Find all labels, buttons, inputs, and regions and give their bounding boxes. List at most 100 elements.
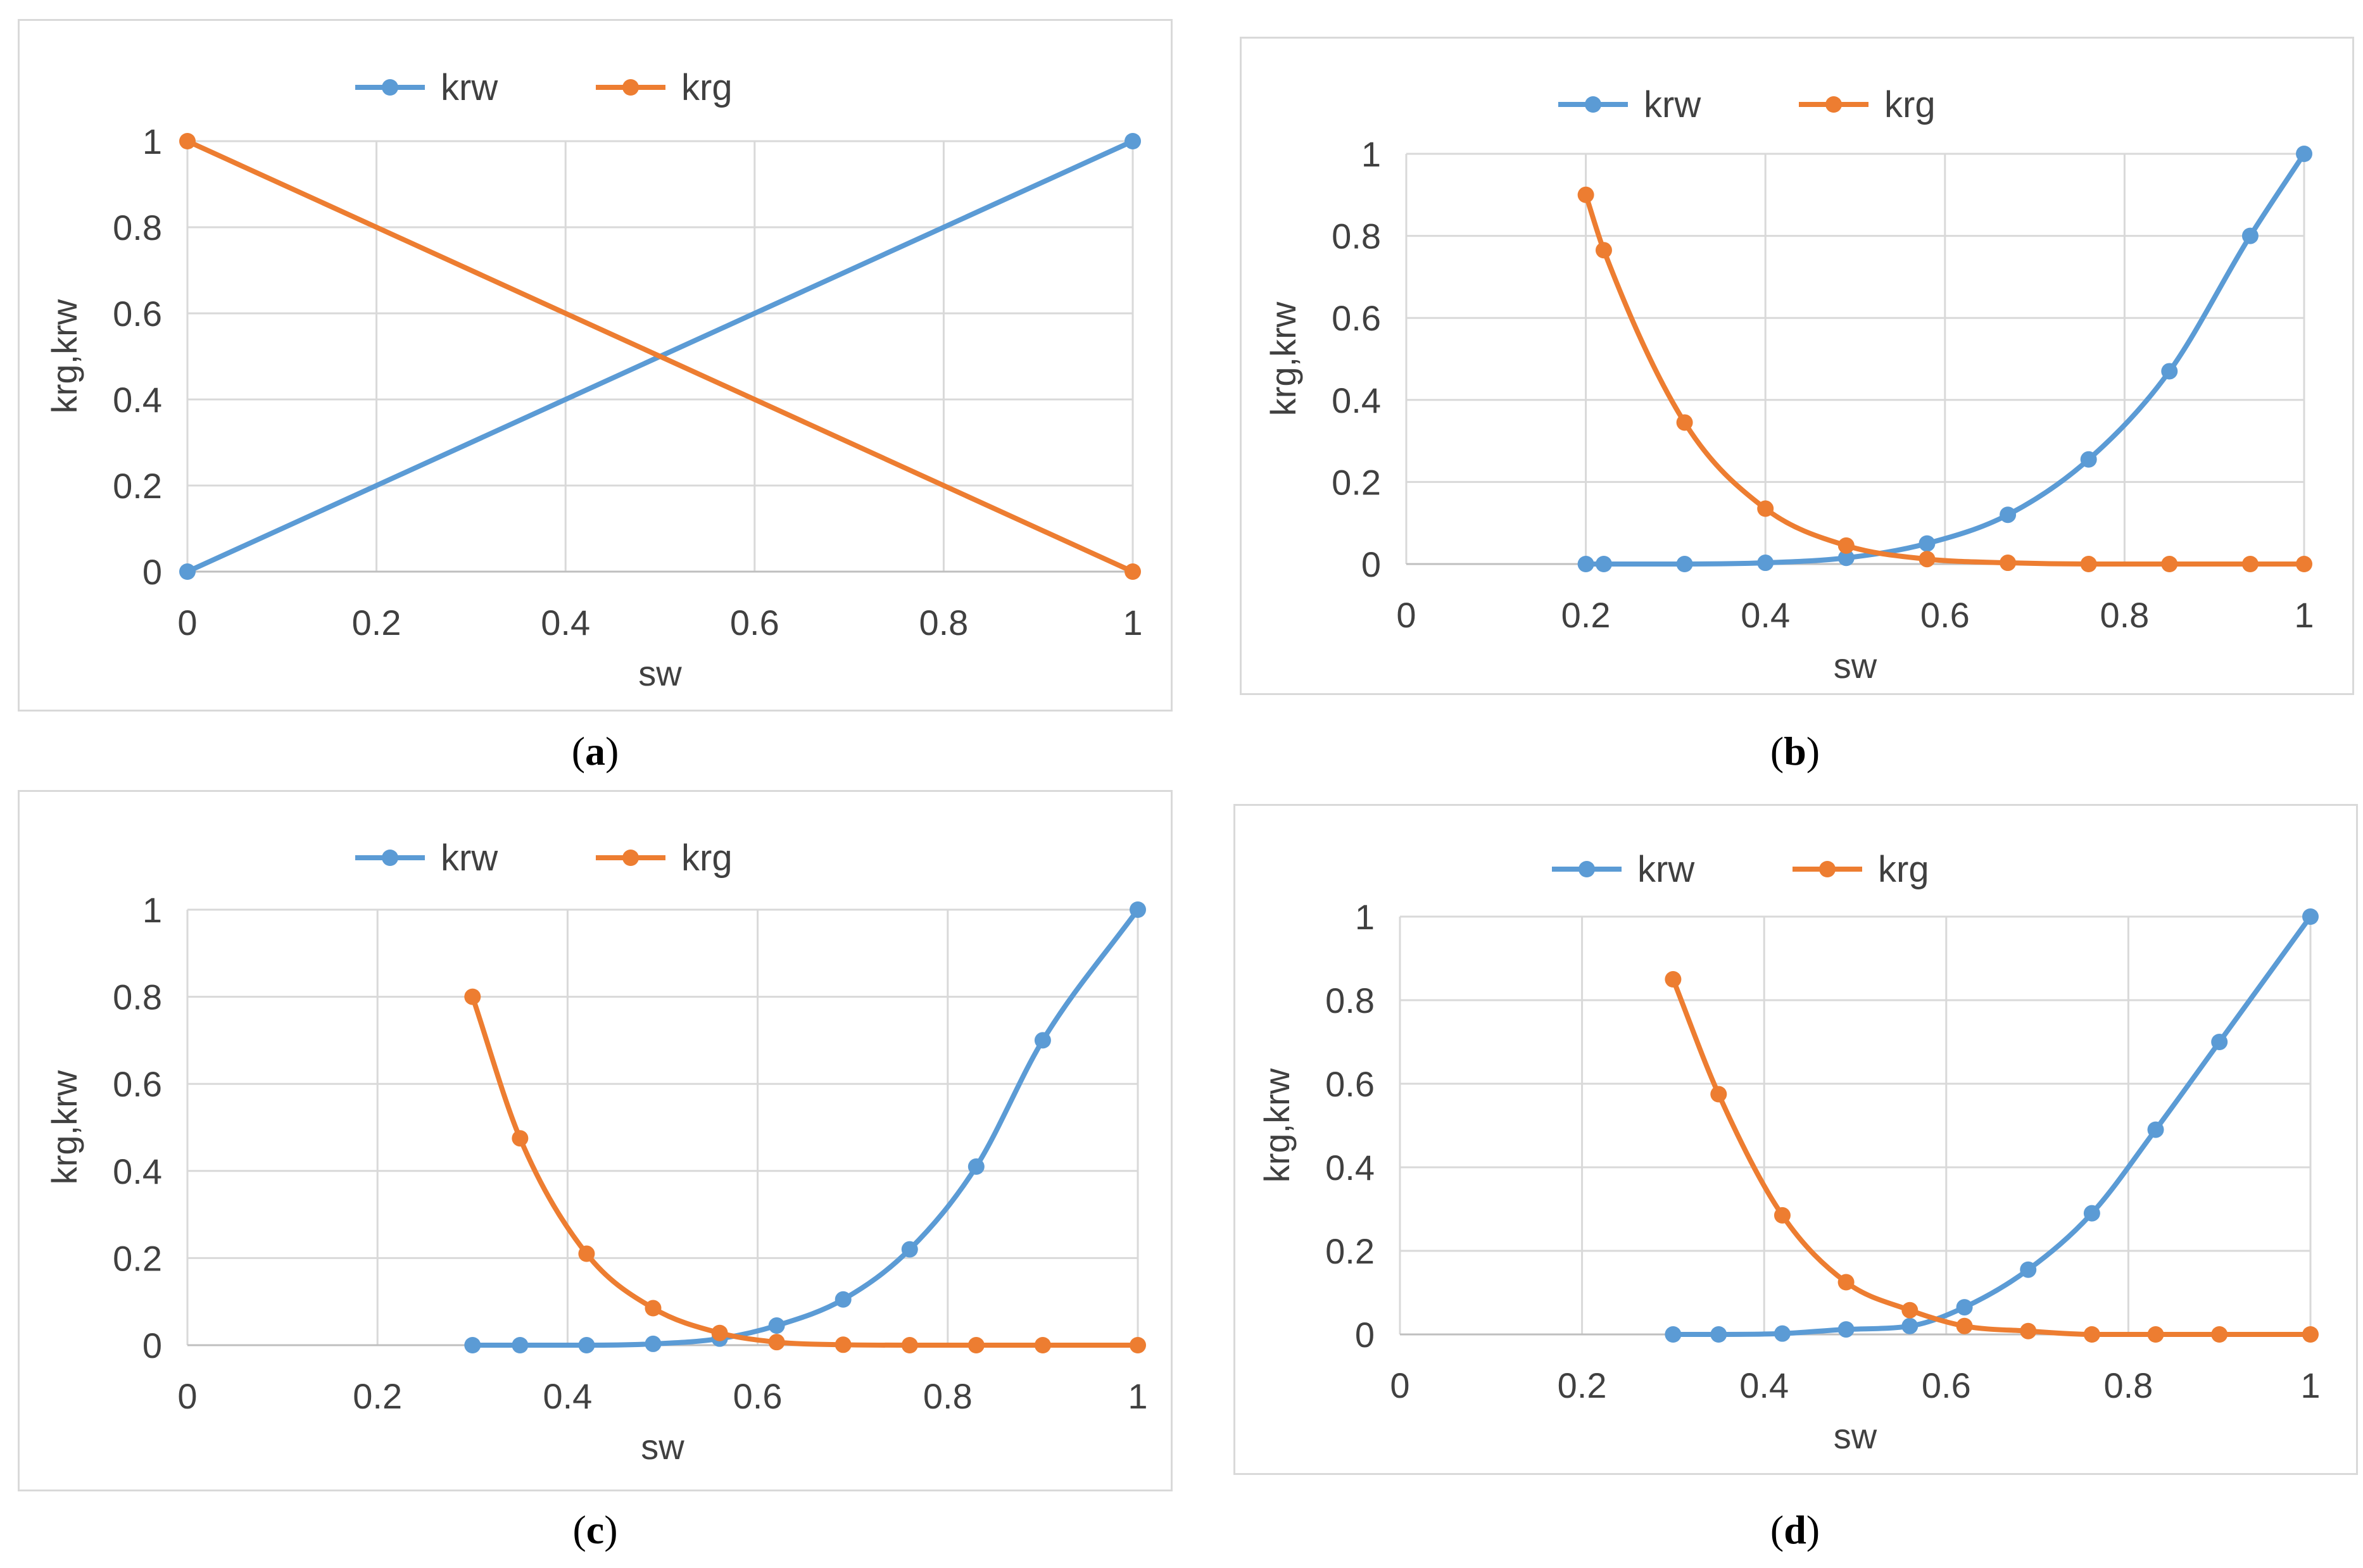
data-point-krw: [2147, 1121, 2164, 1138]
data-point-krg: [1837, 537, 1855, 554]
data-point-krg: [1901, 1301, 1919, 1319]
y-tick-label: 0.6: [113, 294, 162, 334]
x-tick-label: 0: [177, 1376, 197, 1416]
x-tick-label: 1: [2300, 1365, 2320, 1405]
y-tick-label: 0: [142, 1326, 162, 1365]
y-tick-label: 0.4: [1325, 1148, 1375, 1188]
data-point-krw: [464, 1337, 481, 1353]
data-point-krg: [1837, 1274, 1855, 1291]
x-tick-label: 0.2: [353, 1376, 402, 1416]
y-tick-label: 0.6: [1332, 298, 1381, 338]
data-point-krw: [2211, 1034, 2228, 1050]
x-tick-label: 0.4: [541, 603, 590, 643]
data-point-krw: [2020, 1261, 2037, 1278]
data-point-krg: [2020, 1322, 2037, 1339]
legend-marker-krw: [382, 850, 398, 866]
data-point-krw: [1774, 1325, 1791, 1342]
chart-svg-a: 0 0.2 0.4 0.6 0.8 1 0 0.2 0.4 0.6 0.8 1 sw krg,krw krw…: [44, 67, 1143, 693]
data-point-krw: [1919, 535, 1936, 552]
data-point-krg: [179, 133, 196, 149]
caption-b: (b): [1770, 729, 1820, 774]
data-point-krw: [1901, 1317, 1919, 1334]
legend-label-krw: krw: [1644, 84, 1701, 125]
data-point-krg: [1774, 1207, 1791, 1224]
chart-panel-c: 0 0.2 0.4 0.6 0.8 1 0 0.2 0.4 0.6 0.8 1 sw krg,krw krw…: [18, 790, 1173, 1491]
x-tick-label: 0.4: [543, 1376, 592, 1416]
series-line-krg: [185, 139, 1135, 574]
y-tick-label: 0.8: [1325, 981, 1375, 1020]
data-point-krw: [2000, 506, 2017, 524]
y-tick-label: 0.4: [113, 1151, 162, 1191]
data-point-krw: [578, 1337, 595, 1353]
legend-marker-krg: [622, 79, 639, 96]
data-point-krg: [512, 1130, 529, 1147]
x-tick-label: 0.2: [352, 603, 401, 643]
y-tick-label: 0: [1361, 544, 1381, 584]
x-tick-label: 1: [2294, 595, 2314, 635]
y-axis-title: krg,krw: [1257, 1068, 1297, 1182]
legend-marker-krg: [1819, 861, 1836, 877]
caption-c: (c): [572, 1507, 618, 1552]
data-point-krw: [835, 1291, 852, 1308]
x-tick-label: 0.8: [923, 1376, 973, 1416]
legend-label-krg: krg: [1878, 849, 1929, 890]
y-tick-label: 0.6: [113, 1064, 162, 1104]
data-point-krw: [645, 1335, 662, 1352]
x-tick-label: 0: [177, 603, 197, 643]
legend-marker-krg: [1825, 96, 1842, 113]
y-tick-label: 0.8: [113, 208, 162, 248]
data-point-krw: [512, 1337, 529, 1353]
data-point-krg: [1710, 1086, 1727, 1103]
data-point-krw: [2241, 227, 2259, 244]
data-point-krg: [2211, 1326, 2228, 1343]
data-point-krg: [1595, 242, 1612, 259]
data-point-krg: [1577, 186, 1594, 203]
data-point-krg: [768, 1334, 785, 1351]
x-tick-label: 0.6: [733, 1376, 783, 1416]
x-tick-label: 0.8: [2100, 595, 2149, 635]
data-point-krw: [2296, 146, 2312, 162]
legend-marker-krw: [1578, 861, 1595, 877]
x-tick-label: 0: [1390, 1365, 1409, 1405]
data-point-krg: [2000, 555, 2017, 572]
series-line-krg: [1670, 977, 2313, 1337]
data-point-krw: [768, 1317, 785, 1334]
chart-svg-b: 0 0.2 0.4 0.6 0.8 1 0 0.2 0.4 0.6 0.8 1 sw krg,krw krw…: [1263, 84, 2314, 686]
x-tick-label: 0.6: [1922, 1365, 1971, 1405]
y-tick-label: 1: [1361, 134, 1381, 174]
legend-marker-krw: [382, 79, 398, 96]
data-point-krw: [1757, 555, 1774, 572]
data-point-krg: [1676, 414, 1693, 431]
chart-panel-d: 0 0.2 0.4 0.6 0.8 1 0 0.2 0.4 0.6 0.8 1 sw krg,krw krw…: [1233, 804, 2358, 1475]
data-point-krw: [2161, 363, 2178, 380]
data-point-krg: [901, 1337, 918, 1353]
data-point-krg: [1130, 1337, 1146, 1353]
y-tick-label: 0.2: [113, 1238, 162, 1278]
legend-marker-krw: [1585, 96, 1601, 113]
x-tick-label: 0.4: [1741, 595, 1790, 635]
caption-a: (a): [571, 729, 619, 774]
data-point-krg: [835, 1336, 852, 1353]
y-tick-label: 0.2: [113, 466, 162, 506]
data-point-krw: [2083, 1205, 2100, 1222]
data-point-krg: [464, 988, 481, 1005]
y-tick-label: 0.8: [113, 977, 162, 1017]
chart-panel-b: 0 0.2 0.4 0.6 0.8 1 0 0.2 0.4 0.6 0.8 1 sw krg,krw krw…: [1240, 37, 2354, 695]
y-axis-title: krg,krw: [44, 1070, 84, 1184]
y-tick-label: 0.8: [1332, 216, 1381, 256]
caption-letter-d: d: [1784, 1507, 1806, 1552]
legend-label-krg: krg: [1884, 84, 1936, 125]
y-tick-label: 1: [142, 890, 162, 930]
y-tick-label: 0.4: [1332, 380, 1381, 420]
x-axis-title: sw: [641, 1427, 684, 1467]
data-point-krw: [1956, 1299, 1973, 1316]
data-point-krg: [2080, 556, 2097, 572]
legend-label-krg: krg: [681, 837, 733, 879]
x-axis-title: sw: [1834, 1416, 1877, 1456]
x-tick-label: 0.8: [919, 603, 968, 643]
data-point-krg: [711, 1324, 728, 1341]
data-point-krw: [1125, 133, 1141, 149]
data-point-krw: [2080, 451, 2097, 468]
legend-label-krw: krw: [441, 67, 498, 108]
caption-letter-a: a: [585, 729, 605, 774]
